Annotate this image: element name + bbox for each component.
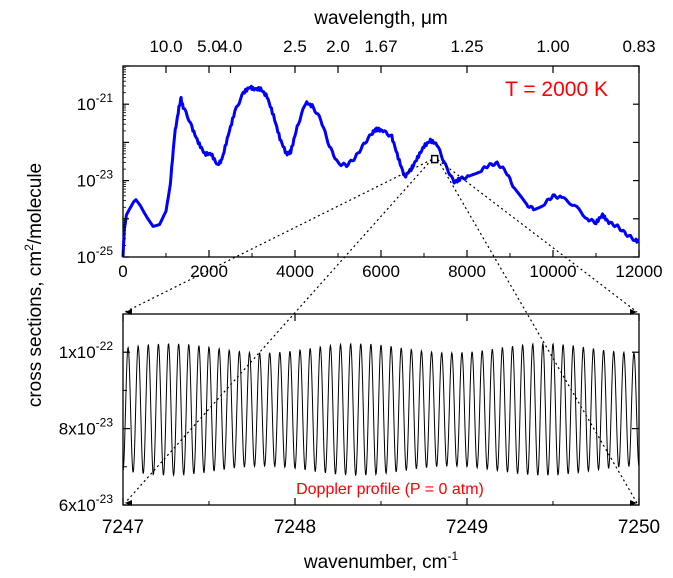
top-x-tick-label: 10000 (529, 262, 576, 281)
wavelength-axis-ticks: 10.0 5.04.0 2.5 2.0 1.67 1.25 1.00 0.83 (149, 37, 656, 73)
temperature-annotation: T = 2000 K (505, 78, 608, 101)
bottom-x-tick-label: 7248 (274, 517, 316, 538)
top-x-tick-label: 4000 (276, 262, 314, 281)
wavelength-tick-label: 1.25 (450, 37, 483, 56)
wavelength-tick-label: 2.5 (283, 37, 307, 56)
zoom-connector-lines (124, 159, 638, 506)
top-y-tick-label: 10-25 (77, 244, 114, 267)
x-axis-label: wavenumber, cm-1 (303, 549, 459, 573)
wavelength-tick-label: 0.83 (622, 37, 655, 56)
zoom-connector (437, 159, 638, 313)
bottom-panel: 7247 7248 7249 7250 1x10-22 8x10-23 6x10-23 D… (59, 313, 660, 573)
wavelength-tick-label: 5.0 (197, 37, 221, 56)
y-axis-label: cross sections, cm2/molecule (22, 163, 46, 407)
doppler-annotation: Doppler profile (P = 0 atm) (296, 481, 484, 498)
doppler-profile-series (122, 341, 640, 478)
bottom-x-tick-label: 7250 (618, 517, 660, 538)
bottom-y-tick-label: 6x10-23 (59, 492, 114, 515)
bottom-x-tick-label: 7247 (102, 517, 144, 538)
zoom-connector (124, 159, 432, 313)
top-cross-section-series (121, 84, 640, 258)
zoom-connector (124, 159, 433, 504)
bottom-x-ticks: 7247 7248 7249 7250 (102, 314, 660, 538)
top-panel: 0 2000 4000 6000 8000 10000 12000 10-21 10-23 10… (77, 8, 663, 281)
top-x-tick-label: 12000 (615, 262, 662, 281)
top-x-tick-label: 6000 (362, 262, 400, 281)
top-x-tick-label: 8000 (448, 262, 486, 281)
top-y-tick-label: 10-23 (77, 168, 114, 191)
wavelength-tick-label: 1.00 (536, 37, 569, 56)
wavelength-tick-label: 1.67 (364, 37, 397, 56)
wavelength-tick-label: 10.0 (149, 37, 182, 56)
bottom-plot-frame (122, 313, 640, 506)
bottom-x-tick-label: 7249 (446, 517, 488, 538)
top-x-tick-label: 0 (118, 262, 127, 281)
top-x-tick-label: 2000 (190, 262, 228, 281)
wavelength-axis-label: wavelength, μm (313, 8, 447, 29)
wavelength-tick-label: 4.0 (219, 37, 243, 56)
bottom-y-tick-label: 8x10-23 (59, 416, 114, 439)
bottom-y-tick-label: 1x10-22 (59, 339, 114, 362)
top-x-ticks: 0 2000 4000 6000 8000 10000 12000 (118, 250, 663, 281)
top-y-tick-label: 10-21 (77, 91, 114, 114)
zoom-region-marker (430, 154, 439, 164)
zoom-connector (437, 159, 638, 504)
wavelength-tick-label: 2.0 (326, 37, 350, 56)
